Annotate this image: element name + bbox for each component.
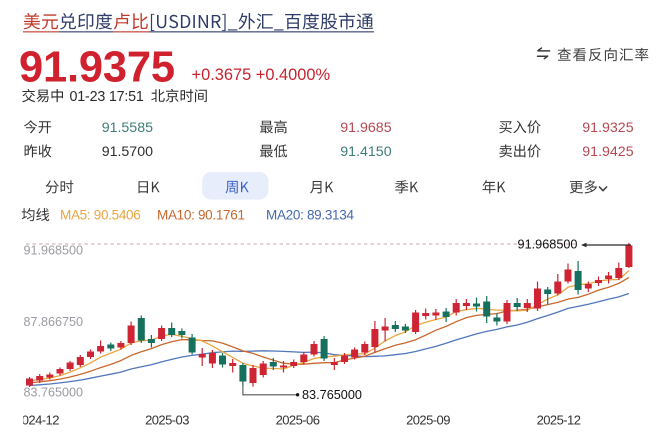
svg-text:91.9685: 91.9685 (340, 120, 391, 136)
svg-text:91.4150: 91.4150 (340, 144, 391, 160)
svg-text:2025-03: 2025-03 (145, 413, 189, 428)
svg-text:2025-09: 2025-09 (406, 413, 450, 428)
svg-text:91.5700: 91.5700 (102, 144, 153, 160)
svg-text:2025-06: 2025-06 (276, 413, 320, 428)
svg-text:83.765000: 83.765000 (302, 388, 362, 402)
svg-text:91.9375: 91.9375 (19, 44, 175, 92)
svg-text:87.866750: 87.866750 (24, 315, 84, 329)
svg-text:2024-12: 2024-12 (15, 413, 59, 428)
svg-text:MA5: 90.5406: MA5: 90.5406 (60, 208, 140, 223)
svg-text:91.5585: 91.5585 (102, 120, 153, 136)
svg-text:91.968500: 91.968500 (24, 244, 84, 258)
svg-text:01-23 17:51: 01-23 17:51 (70, 89, 144, 105)
svg-text:91.968500: 91.968500 (518, 237, 578, 251)
svg-text:91.9325: 91.9325 (582, 120, 633, 136)
svg-text:+0.3675 +0.4000%: +0.3675 +0.4000% (192, 66, 331, 84)
svg-text:MA20: 89.3134: MA20: 89.3134 (266, 208, 354, 223)
svg-text:83.765000: 83.765000 (24, 386, 84, 400)
svg-text:91.9425: 91.9425 (582, 144, 633, 160)
svg-text:MA10: 90.1761: MA10: 90.1761 (157, 208, 245, 223)
svg-text:2025-12: 2025-12 (537, 413, 581, 428)
